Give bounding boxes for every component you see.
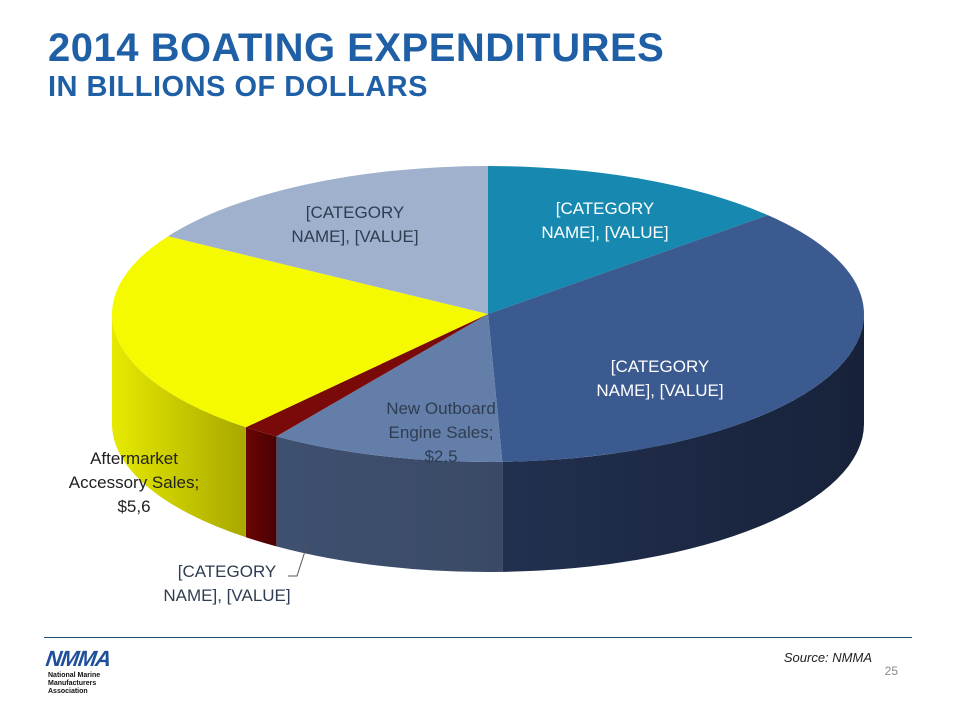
logo-line2: Manufacturers Association bbox=[48, 680, 97, 695]
pie-label-line: NAME], [VALUE] bbox=[596, 381, 723, 400]
pie-label-line: [CATEGORY bbox=[306, 203, 405, 222]
pie-side-4 bbox=[245, 427, 277, 547]
pie-side-3 bbox=[276, 436, 503, 572]
pie-slice-4 bbox=[245, 314, 488, 437]
pie-label-line: Accessory Sales; bbox=[69, 473, 199, 492]
pie-side-5 bbox=[111, 314, 246, 538]
pie-label-line: NAME], [VALUE] bbox=[291, 227, 418, 246]
pie-slice-2 bbox=[488, 215, 864, 462]
pie-label-line: $5,6 bbox=[117, 497, 150, 516]
pie-label-4: [CATEGORY NAME], [VALUE] bbox=[163, 562, 290, 605]
page-subtitle: IN BILLIONS OF DOLLARS bbox=[48, 71, 428, 103]
pie-label-line: $2,5 bbox=[424, 447, 457, 466]
pie-label-line: [CATEGORY bbox=[178, 562, 277, 581]
pie-label-line: [CATEGORY bbox=[611, 357, 710, 376]
pie-label-line: Engine Sales; bbox=[389, 423, 494, 442]
pie-slice-5 bbox=[112, 236, 488, 428]
pie-label-6: [CATEGORY NAME], [VALUE] bbox=[291, 203, 418, 246]
pie-label-line: Aftermarket bbox=[90, 449, 178, 468]
pie-label-line: [CATEGORY bbox=[556, 199, 655, 218]
title-block: 2014 BOATING EXPENDITURES IN BILLIONS OF… bbox=[48, 26, 664, 104]
footer-divider bbox=[44, 637, 912, 638]
pie-labels: [CATEGORY NAME], [VALUE] [CATEGORY NAME], [… bbox=[69, 199, 724, 605]
pie-label-5: Aftermarket Accessory Sales; $5,6 bbox=[69, 449, 199, 516]
pie-label-line: New Outboard bbox=[386, 399, 496, 418]
nmma-logo: NMMA National Marine Manufacturers Assoc… bbox=[44, 646, 136, 696]
logo-mark: NMMA bbox=[44, 646, 113, 671]
source-note: Source: NMMA bbox=[783, 650, 872, 665]
pie-side-walls bbox=[111, 314, 864, 572]
pie-label-1: [CATEGORY NAME], [VALUE] bbox=[541, 199, 668, 242]
logo-line1: National Marine bbox=[48, 672, 101, 679]
pie-side-2 bbox=[502, 314, 864, 572]
logo-text: National Marine Manufacturers Associatio… bbox=[48, 672, 136, 696]
pie-slice-3 bbox=[276, 314, 503, 462]
page-number: 25 bbox=[884, 664, 898, 678]
pie-slice-1 bbox=[488, 166, 768, 314]
pie-slice-6 bbox=[168, 166, 488, 314]
leader-line bbox=[288, 544, 308, 577]
pie-top-faces bbox=[112, 166, 864, 462]
pie-label-3: New Outboard Engine Sales; $2,5 bbox=[386, 399, 496, 466]
pie-label-2: [CATEGORY NAME], [VALUE] bbox=[596, 357, 723, 400]
pie-label-line: NAME], [VALUE] bbox=[541, 223, 668, 242]
page-title: 2014 BOATING EXPENDITURES bbox=[48, 26, 665, 70]
pie-label-line: NAME], [VALUE] bbox=[163, 586, 290, 605]
